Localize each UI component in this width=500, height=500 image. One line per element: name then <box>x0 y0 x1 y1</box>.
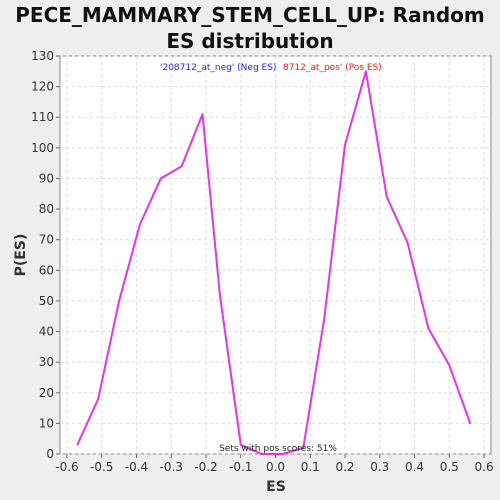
x-tick-label: -0.2 <box>194 460 217 474</box>
series-line <box>76 70 472 455</box>
y-tick-label: 90 <box>39 171 54 185</box>
data-point <box>448 364 451 367</box>
legend-pos-label: 8712_at_pos' (Pos ES) <box>283 63 382 73</box>
x-tick-label: -0.5 <box>90 460 113 474</box>
data-point <box>385 196 388 198</box>
data-point <box>76 444 79 446</box>
y-axis: 0 10 20 30 40 50 60 70 80 90 100 110 120 130 <box>31 49 60 461</box>
y-tick-label: 120 <box>31 80 54 94</box>
x-axis-title: ES <box>266 479 286 495</box>
data-point <box>118 300 120 302</box>
x-tick-label: 0.6 <box>475 460 494 474</box>
data-point <box>427 327 430 330</box>
data-point <box>159 177 162 180</box>
y-tick-label: 40 <box>39 325 54 339</box>
data-point <box>219 294 221 296</box>
chart-title: PECE_MAMMARY_STEM_CELL_UP: Random ES dis… <box>15 3 485 53</box>
data-point <box>281 453 284 455</box>
gridlines <box>60 55 491 455</box>
y-tick-label: 130 <box>31 49 54 63</box>
x-tick-label: -0.6 <box>55 460 78 474</box>
y-tick-label: 80 <box>39 202 54 216</box>
data-point <box>239 444 242 446</box>
data-point <box>302 447 305 449</box>
x-tick-label: 0.5 <box>440 460 459 474</box>
y-tick-label: 10 <box>39 416 54 430</box>
series-layer <box>76 70 472 455</box>
x-tick-label: -0.1 <box>229 460 252 474</box>
y-tick-label: 30 <box>39 355 54 369</box>
y-tick-label: 70 <box>39 233 54 247</box>
y-axis-title: P(ES) <box>13 234 29 277</box>
data-point <box>139 223 141 226</box>
data-point <box>260 453 263 455</box>
y-tick-label: 50 <box>39 294 54 308</box>
x-tick-label: 0.4 <box>405 460 424 474</box>
x-tick-label: 0.0 <box>266 460 285 474</box>
data-point <box>323 318 325 321</box>
legend-neg-label: '208712_at_neg' (Neg ES) <box>160 63 276 73</box>
data-point <box>97 398 100 400</box>
data-point <box>180 165 183 168</box>
y-tick-label: 60 <box>39 263 54 277</box>
x-tick-label: 0.3 <box>370 460 389 474</box>
data-point <box>201 113 204 115</box>
y-tick-label: 20 <box>39 386 54 400</box>
x-tick-label: -0.3 <box>160 460 183 474</box>
data-point <box>365 70 367 73</box>
data-point <box>469 422 471 425</box>
x-tick-label: 0.2 <box>335 460 354 474</box>
data-point <box>344 143 346 146</box>
y-tick-label: 0 <box>46 447 54 461</box>
x-axis: -0.6 -0.5 -0.4 -0.3 -0.2 -0.1 0.0 0.1 0.2 0.3 0.4 0… <box>55 454 494 474</box>
x-tick-label: -0.4 <box>125 460 148 474</box>
y-tick-label: 110 <box>31 110 54 124</box>
data-point <box>406 241 409 244</box>
pos-scores-annotation: Sets with pos scores: 51% <box>219 444 337 454</box>
y-tick-label: 100 <box>31 141 54 155</box>
x-tick-label: 0.1 <box>301 460 320 474</box>
